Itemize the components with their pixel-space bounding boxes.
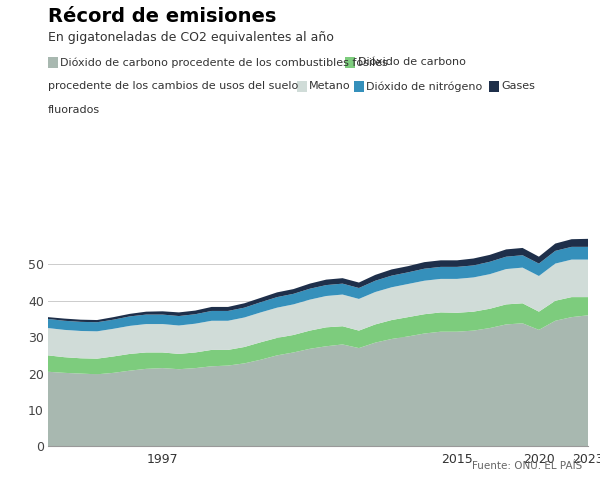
Text: Fuente: ONU. EL PAÍS: Fuente: ONU. EL PAÍS [472, 461, 582, 471]
Text: En gigatoneladas de CO2 equivalentes al año: En gigatoneladas de CO2 equivalentes al … [48, 31, 334, 44]
Text: Récord de emisiones: Récord de emisiones [48, 7, 277, 26]
Text: fluorados: fluorados [48, 106, 100, 115]
Text: Dióxido de carbono procedente de los combustibles fósiles: Dióxido de carbono procedente de los com… [60, 57, 388, 68]
Text: Metano: Metano [309, 82, 350, 91]
Text: procedente de los cambios de usos del suelo: procedente de los cambios de usos del su… [48, 82, 298, 91]
Text: Gases: Gases [501, 82, 535, 91]
Text: Dióxido de nitrógeno: Dióxido de nitrógeno [366, 81, 482, 92]
Text: Dióxido de carbono: Dióxido de carbono [358, 58, 466, 67]
